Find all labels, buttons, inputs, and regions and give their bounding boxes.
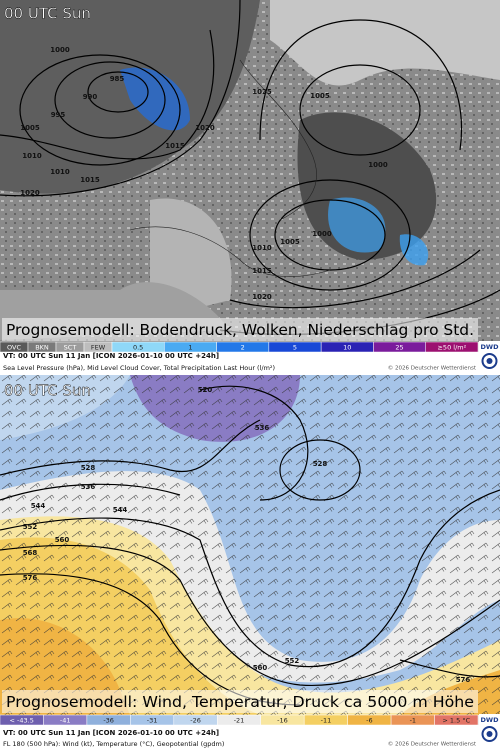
legend-swatch — [434, 714, 479, 726]
contour-label: 576 — [456, 676, 471, 684]
contour-label: 990 — [83, 93, 98, 101]
map-panel-2 — [0, 375, 500, 715]
legend-label: FEW — [91, 344, 106, 352]
contour-label: 1000 — [368, 161, 388, 169]
caption: Prognosemodell: Bodendruck, Wolken, Nied… — [6, 321, 474, 339]
contour-label: 528 — [313, 460, 328, 468]
legend-label: -31 — [147, 717, 158, 725]
legend-label: 1 — [188, 344, 192, 352]
logo-mark — [486, 731, 493, 737]
contour-label: 552 — [285, 657, 300, 665]
legend-label: -11 — [321, 717, 332, 725]
legend-label: 5 — [293, 344, 297, 352]
logo-text: DWD — [481, 343, 500, 351]
map-panel-1 — [0, 0, 500, 342]
legend-label: SCT — [64, 344, 77, 352]
contour-label: 1005 — [20, 124, 40, 132]
logo-mark — [481, 726, 498, 742]
legend-label: -41 — [60, 717, 71, 725]
contour-label: 1020 — [20, 189, 40, 197]
footer-line-2: FL 180 (500 hPa): Wind (kt), Temperature… — [3, 740, 224, 748]
contour-label: 1000 — [50, 46, 70, 54]
copyright: © 2026 Deutscher Wetterdienst — [388, 741, 477, 748]
copyright: © 2026 Deutscher Wetterdienst — [388, 365, 477, 372]
contour-label: 985 — [110, 75, 125, 83]
contour-label: 1010 — [22, 152, 42, 160]
legend-label: -6 — [366, 717, 372, 725]
contour-label: 1015 — [165, 142, 185, 150]
time-label: 00 UTC Sun — [4, 5, 91, 23]
overlays: 1000985990995100510101010101510201015102… — [0, 4, 500, 748]
legend-label: -26 — [190, 717, 201, 725]
contour-label: 995 — [51, 111, 66, 119]
legend-label: OVC — [7, 344, 21, 352]
contour-label: 528 — [81, 464, 96, 472]
contour-label: 552 — [23, 523, 38, 531]
legend-label: -1 — [410, 717, 416, 725]
legend-label: 25 — [395, 344, 403, 352]
contour-label: 1015 — [80, 176, 100, 184]
logo-text: DWD — [481, 716, 500, 724]
legend-label: 0.5 — [133, 344, 143, 352]
contour-label: 1025 — [252, 88, 272, 96]
legend-label: > 1.5 °C — [442, 717, 470, 725]
contour-label: 544 — [31, 502, 46, 510]
legend-label: -36 — [103, 717, 114, 725]
contour-label: 560 — [55, 536, 70, 544]
contour-label: 544 — [113, 506, 128, 514]
contour-label: 1005 — [280, 238, 300, 246]
footer-line-1: VT: 00 UTC Sun 11 Jan [ICON 2026-01-10 0… — [3, 352, 219, 360]
logo-mark — [486, 358, 493, 364]
contour-label: 1020 — [195, 124, 215, 132]
contour-label: 1005 — [310, 92, 330, 100]
legend-label: ≥50 l/m² — [437, 344, 466, 352]
legend-label: 10 — [343, 344, 351, 352]
legend-label: -21 — [234, 717, 245, 725]
caption-box — [2, 318, 478, 341]
legend-label: 2 — [241, 344, 245, 352]
time-label: 00 UTC Sun — [4, 382, 91, 400]
caption-box — [2, 690, 478, 713]
contour-label: 568 — [23, 549, 38, 557]
contour-label: 1010 — [252, 244, 272, 252]
contour-label: 1000 — [312, 230, 332, 238]
contour-label: 536 — [255, 424, 270, 432]
logo-mark — [481, 353, 498, 369]
contour-label: 560 — [253, 664, 268, 672]
contour-label: 1010 — [50, 168, 70, 176]
legend-label: < -43.5 — [10, 717, 34, 725]
footer-line-1: VT: 00 UTC Sun 11 Jan [ICON 2026-01-10 0… — [3, 729, 219, 737]
contour-label: 520 — [198, 386, 213, 394]
legend-swatch — [425, 341, 479, 353]
contour-label: 1020 — [252, 293, 272, 301]
legend-label: -16 — [277, 717, 288, 725]
legend-label: BKN — [35, 344, 49, 352]
contour-label: 1015 — [252, 267, 272, 275]
caption: Prognosemodell: Wind, Temperatur, Druck … — [6, 693, 474, 711]
footer-line-2: Sea Level Pressure (hPa), Mid Level Clou… — [3, 364, 275, 372]
contour-label: 536 — [81, 483, 96, 491]
contour-label: 576 — [23, 574, 38, 582]
